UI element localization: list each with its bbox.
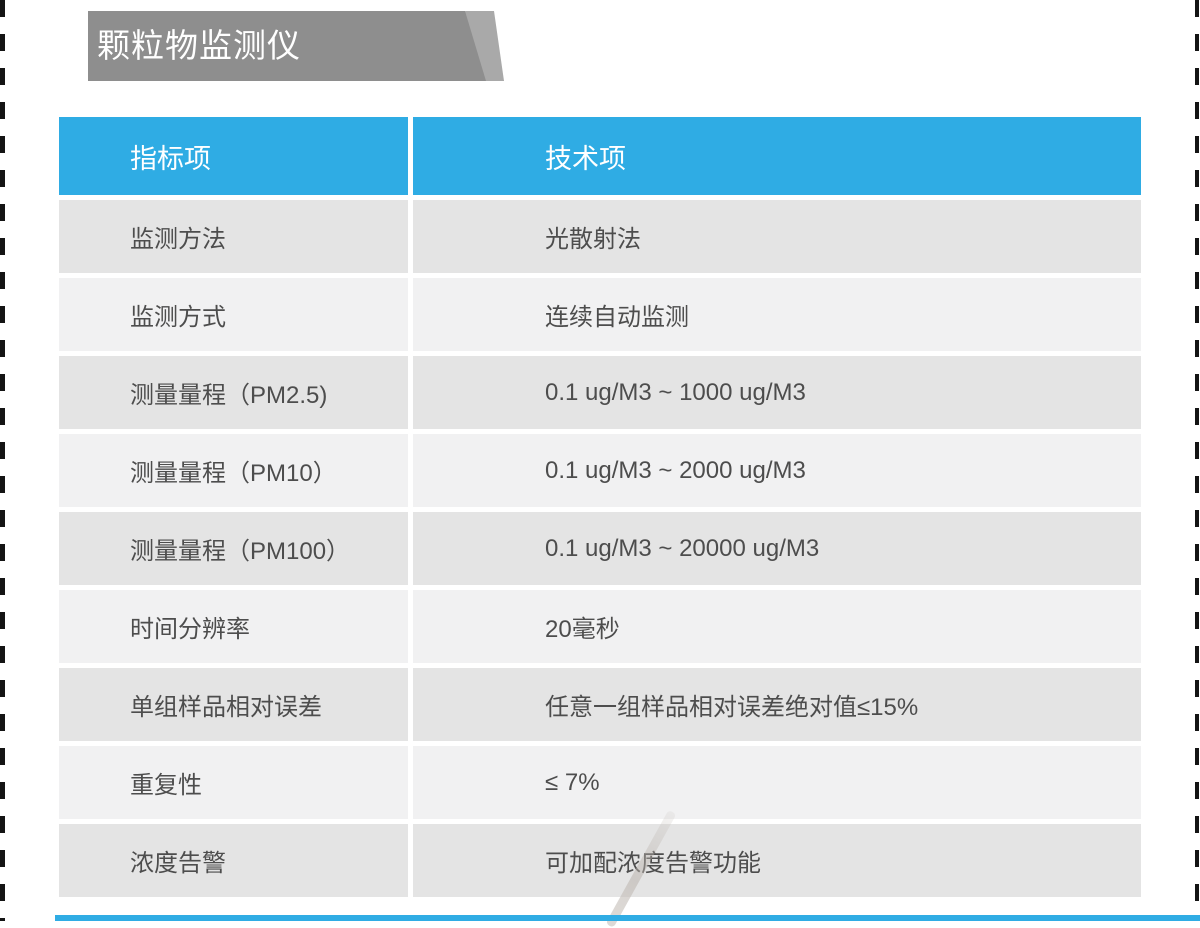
table-row: 测量量程（PM100） 0.1 ug/M3 ~ 20000 ug/M3 xyxy=(59,512,1141,585)
row-value-cell: ≤ 7% xyxy=(413,746,1141,819)
row-label-cell: 浓度告警 xyxy=(59,824,408,897)
row-label: 重复性 xyxy=(130,772,202,799)
row-label-cell: 重复性 xyxy=(59,746,408,819)
row-label: 测量量程（PM10） xyxy=(130,460,337,487)
banner-parallelogram xyxy=(88,11,504,81)
row-label-cell: 单组样品相对误差 xyxy=(59,668,408,741)
row-label: 测量量程（PM2.5) xyxy=(130,382,328,409)
page-left-dashed-border xyxy=(0,0,5,921)
table-body: 监测方法 光散射法 监测方式 连续自动监测 测量量程（PM2.5) 0.1 ug… xyxy=(59,200,1141,897)
row-label-cell: 测量量程（PM10） xyxy=(59,434,408,507)
row-value: 连续自动监测 xyxy=(545,304,689,331)
row-value-cell: 0.1 ug/M3 ~ 2000 ug/M3 xyxy=(413,434,1141,507)
header-label-indicator: 指标项 xyxy=(130,143,211,174)
row-label: 监测方式 xyxy=(130,304,226,331)
table-row: 时间分辨率 20毫秒 xyxy=(59,590,1141,663)
row-value: 20毫秒 xyxy=(545,616,620,643)
table-row: 重复性 ≤ 7% xyxy=(59,746,1141,819)
row-value-cell: 0.1 ug/M3 ~ 20000 ug/M3 xyxy=(413,512,1141,585)
row-value: 0.1 ug/M3 ~ 20000 ug/M3 xyxy=(545,534,820,562)
spec-table: 指标项 技术项 监测方法 光散射法 监测方式 连续自动监测 测量量程（PM2.5… xyxy=(59,117,1141,902)
row-label: 单组样品相对误差 xyxy=(130,694,322,721)
header-cell-indicator: 指标项 xyxy=(59,117,408,195)
header-cell-spec: 技术项 xyxy=(413,117,1141,195)
row-label: 浓度告警 xyxy=(130,850,226,877)
table-row: 浓度告警 可加配浓度告警功能 xyxy=(59,824,1141,897)
row-label-cell: 时间分辨率 xyxy=(59,590,408,663)
row-value: ≤ 7% xyxy=(545,768,600,796)
row-value: 可加配浓度告警功能 xyxy=(545,850,761,877)
row-value: 0.1 ug/M3 ~ 2000 ug/M3 xyxy=(545,456,806,484)
table-header-row: 指标项 技术项 xyxy=(59,117,1141,195)
row-value-cell: 0.1 ug/M3 ~ 1000 ug/M3 xyxy=(413,356,1141,429)
row-value-cell: 光散射法 xyxy=(413,200,1141,273)
row-label-cell: 监测方式 xyxy=(59,278,408,351)
row-value-cell: 可加配浓度告警功能 xyxy=(413,824,1141,897)
table-row: 监测方式 连续自动监测 xyxy=(59,278,1141,351)
table-row: 监测方法 光散射法 xyxy=(59,200,1141,273)
row-label-cell: 测量量程（PM100） xyxy=(59,512,408,585)
row-value: 0.1 ug/M3 ~ 1000 ug/M3 xyxy=(545,378,806,406)
section-title: 颗粒物监测仪 xyxy=(97,27,301,64)
row-label-cell: 监测方法 xyxy=(59,200,408,273)
page-right-dashed-border xyxy=(1195,0,1199,921)
row-value: 任意一组样品相对误差绝对值≤15% xyxy=(545,694,919,721)
section-banner: 颗粒物监测仪 xyxy=(88,11,508,81)
row-label: 测量量程（PM100） xyxy=(130,538,351,565)
table-row: 测量量程（PM2.5) 0.1 ug/M3 ~ 1000 ug/M3 xyxy=(59,356,1141,429)
table-row: 单组样品相对误差 任意一组样品相对误差绝对值≤15% xyxy=(59,668,1141,741)
row-value-cell: 20毫秒 xyxy=(413,590,1141,663)
header-label-spec: 技术项 xyxy=(545,143,626,174)
row-value-cell: 连续自动监测 xyxy=(413,278,1141,351)
bottom-accent-bar xyxy=(55,915,1200,921)
row-label: 时间分辨率 xyxy=(130,616,250,643)
row-label: 监测方法 xyxy=(130,226,226,253)
table-row: 测量量程（PM10） 0.1 ug/M3 ~ 2000 ug/M3 xyxy=(59,434,1141,507)
row-value-cell: 任意一组样品相对误差绝对值≤15% xyxy=(413,668,1141,741)
row-value: 光散射法 xyxy=(545,226,641,253)
row-label-cell: 测量量程（PM2.5) xyxy=(59,356,408,429)
